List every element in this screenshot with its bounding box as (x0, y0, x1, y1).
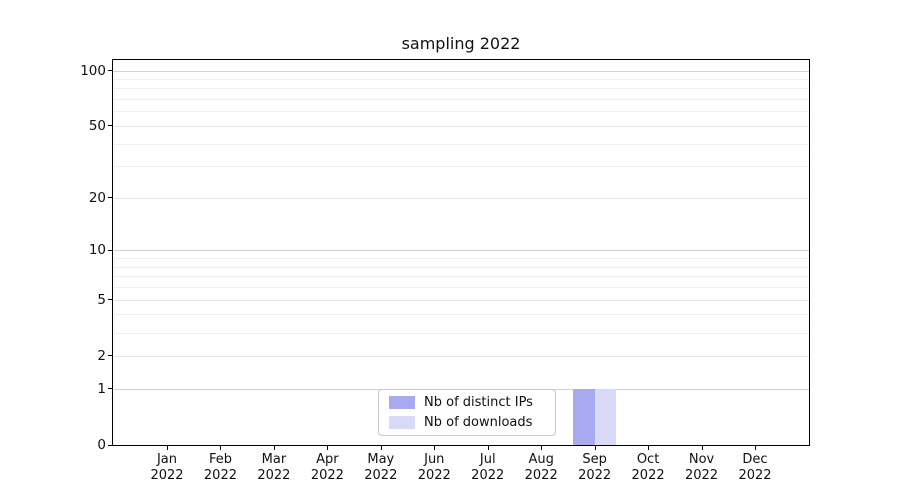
x-tick-month: Sep (582, 452, 607, 467)
y-tick-label: 1 (97, 380, 106, 397)
x-tick-mark (541, 446, 543, 450)
x-tick-month: Jul (479, 452, 496, 467)
minor-gridline (113, 88, 809, 90)
minor-gridline (113, 332, 809, 334)
x-tick-mark (327, 446, 329, 450)
minor-gridline (113, 276, 809, 278)
x-tick-mark (755, 446, 756, 450)
y-tick-mark (108, 249, 112, 251)
legend: Nb of distinct IPs Nb of downloads (378, 389, 556, 436)
x-tick-label: Jul 2022 (458, 452, 518, 484)
y-tick-label: 100 (80, 62, 106, 79)
x-tick-month: May (367, 452, 395, 467)
gridline (113, 70, 809, 72)
minor-gridline (113, 266, 809, 268)
x-tick-label: Dec 2022 (725, 452, 785, 484)
x-tick-month: Dec (742, 452, 768, 467)
x-tick-year: 2022 (471, 468, 505, 483)
x-tick-mark (701, 446, 703, 450)
gridline (113, 355, 809, 357)
gridline (113, 197, 809, 199)
x-tick-mark (167, 446, 168, 450)
y-tick-mark (108, 125, 112, 127)
y-tick-label: 10 (88, 242, 106, 259)
minor-gridline (113, 287, 809, 289)
minor-gridline (113, 99, 809, 101)
x-tick-mark (648, 446, 650, 450)
y-tick-label: 0 (97, 437, 106, 453)
x-tick-label: Mar 2022 (244, 452, 304, 484)
x-tick-label: May 2022 (351, 452, 411, 484)
x-tick-mark (434, 446, 436, 450)
x-tick-month: Nov (688, 452, 715, 467)
bar-downloads (594, 388, 617, 445)
minor-gridline (113, 314, 809, 316)
legend-label: Nb of distinct IPs (424, 395, 533, 410)
x-tick-label: Aug 2022 (511, 452, 571, 484)
minor-gridline (113, 143, 809, 145)
minor-gridline (113, 111, 809, 113)
y-tick-mark (108, 70, 112, 72)
x-tick-label: Feb 2022 (190, 452, 250, 484)
x-tick-month: Oct (636, 452, 660, 467)
y-tick-mark (108, 388, 112, 390)
x-tick-label: Jan 2022 (137, 452, 197, 484)
x-tick-year: 2022 (150, 468, 184, 483)
x-tick-label: Oct 2022 (618, 452, 678, 484)
x-tick-mark (487, 446, 489, 450)
legend-item: Nb of downloads (389, 415, 545, 430)
y-tick-label: 2 (97, 347, 106, 364)
minor-gridline (113, 78, 809, 80)
x-tick-month: Apr (316, 452, 339, 467)
legend-label: Nb of downloads (424, 415, 533, 430)
chart-title: sampling 2022 (401, 34, 521, 53)
x-tick-year: 2022 (417, 468, 451, 483)
x-tick-mark (594, 446, 596, 450)
y-tick-label: 20 (88, 189, 106, 206)
x-tick-month: Aug (528, 452, 554, 467)
legend-swatch (389, 396, 415, 409)
x-tick-year: 2022 (631, 468, 665, 483)
y-tick-mark (108, 197, 112, 199)
x-tick-year: 2022 (684, 468, 719, 483)
legend-item: Nb of distinct IPs (389, 395, 545, 410)
x-tick-month: Jan (156, 452, 178, 467)
gridline (113, 299, 809, 301)
x-tick-year: 2022 (203, 468, 237, 483)
gridline (113, 250, 809, 252)
bar-distinct-ips (573, 388, 595, 445)
x-tick-year: 2022 (310, 468, 344, 483)
y-tick-mark (108, 299, 112, 301)
y-tick-mark (108, 444, 112, 446)
x-tick-mark (273, 446, 275, 450)
x-tick-label: Nov 2022 (672, 452, 732, 484)
x-tick-label: Apr 2022 (297, 452, 357, 484)
x-tick-month: Mar (261, 452, 287, 467)
x-tick-year: 2022 (578, 468, 612, 483)
x-tick-mark (220, 446, 222, 450)
legend-swatch (389, 416, 415, 429)
x-tick-year: 2022 (738, 468, 772, 483)
x-tick-year: 2022 (257, 468, 291, 483)
minor-gridline (113, 166, 809, 168)
x-tick-year: 2022 (364, 468, 398, 483)
gridline (113, 125, 809, 127)
minor-gridline (113, 258, 809, 260)
x-tick-label: Jun 2022 (404, 452, 464, 484)
x-tick-label: Sep 2022 (565, 452, 625, 484)
y-tick-label: 50 (88, 117, 106, 134)
x-tick-month: Feb (208, 452, 232, 467)
y-tick-label: 5 (97, 291, 106, 308)
plot-area (112, 59, 810, 446)
x-tick-year: 2022 (524, 468, 558, 483)
x-tick-month: Jun (424, 452, 445, 467)
y-tick-mark (108, 355, 112, 357)
x-tick-mark (380, 446, 382, 450)
